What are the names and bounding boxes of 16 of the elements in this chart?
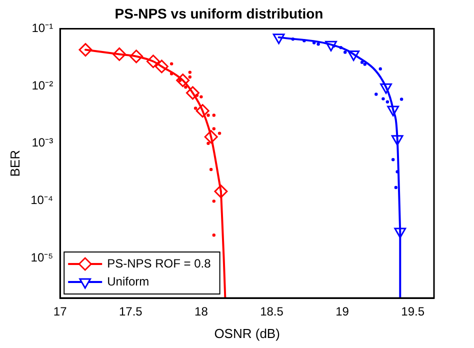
y-tick-label: 10⁻³ [32,136,54,150]
y-tick-label: 10⁻¹ [32,21,54,36]
x-tick-label: 17.5 [118,304,143,319]
x-tick-label: 17 [53,304,68,319]
x-tick-label: 18 [194,304,208,319]
x-tick-label: 18.5 [260,304,284,319]
x-tick-label: 19.5 [401,304,425,319]
legend-label: PS-NPS ROF = 0.8 [107,256,212,270]
y-tick-label: 10⁻⁴ [30,192,54,207]
y-tick-label: 10⁻² [32,78,54,92]
x-tick-label: 19 [336,304,350,319]
legend-label: Uniform [107,274,150,288]
x-axis-title: OSNR (dB) [214,326,280,341]
y-tick-label: 10⁻⁵ [30,250,54,264]
chart-title: PS-NPS vs uniform distribution [114,5,324,22]
y-axis-title: BER [7,150,22,177]
